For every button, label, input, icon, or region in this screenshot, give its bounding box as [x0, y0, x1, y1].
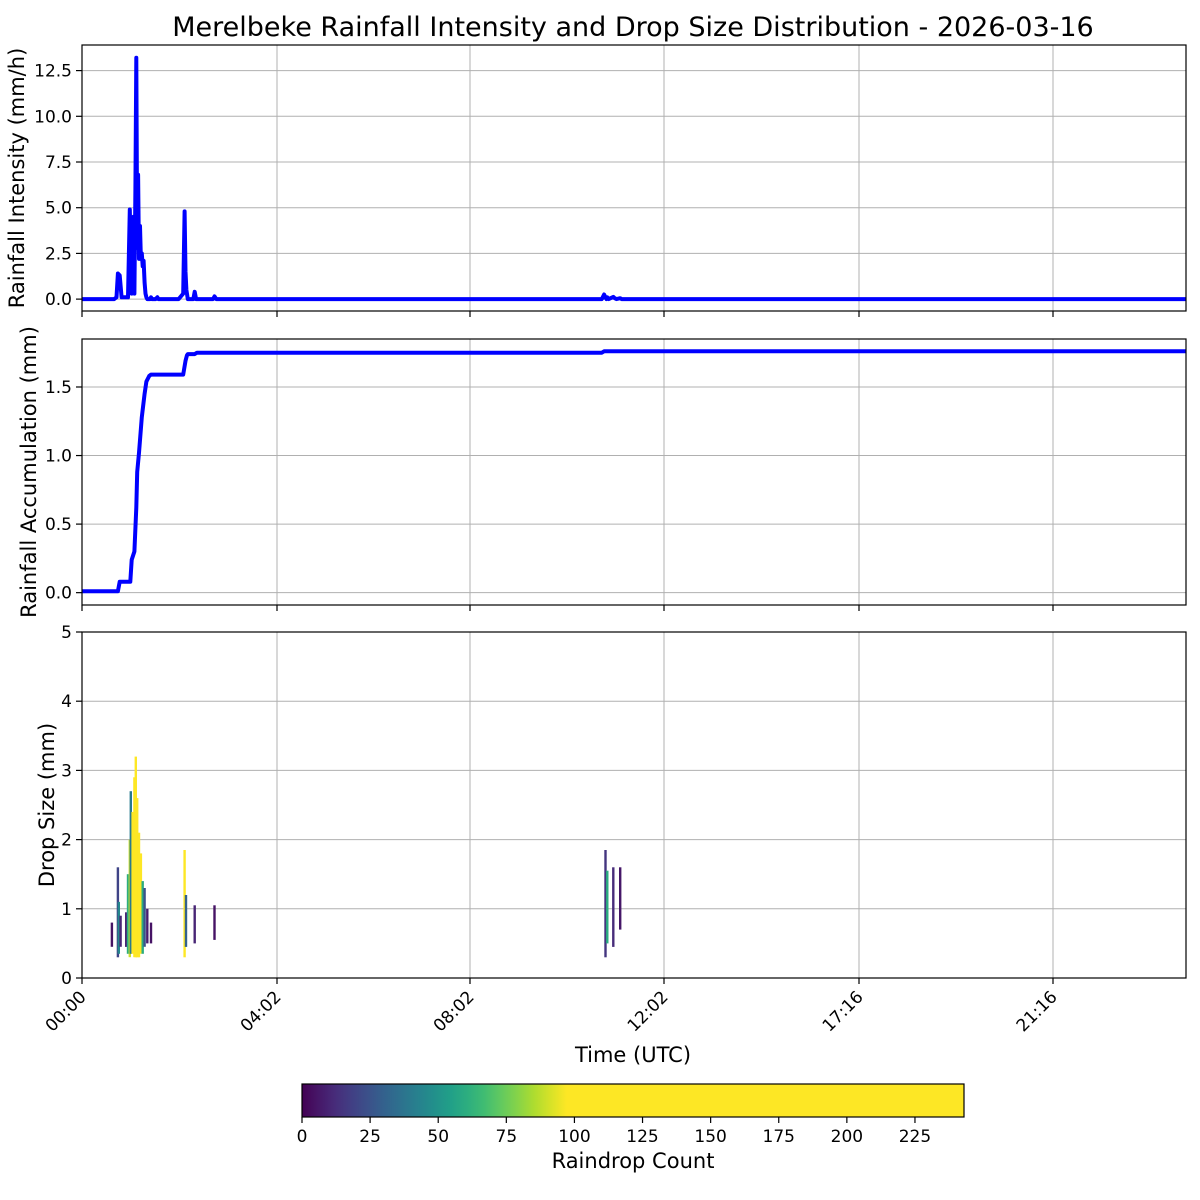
dsd-cell	[134, 756, 137, 958]
y-tick-label: 1.5	[45, 378, 72, 398]
x-tick-label: 17:16	[819, 987, 868, 1036]
dsd-cell	[126, 874, 130, 954]
y-tick-label: 1	[61, 900, 72, 920]
dsd-cell	[131, 811, 134, 954]
x-axis-label: Time (UTC)	[574, 1043, 691, 1067]
y-tick-label: 1.0	[45, 447, 72, 467]
dsd-cell	[149, 922, 153, 944]
dsd-cell	[143, 888, 146, 947]
colorbar-tick-label: 175	[763, 1127, 795, 1147]
drop-size-panel: 0 1 2 3 4 5 Drop Size (mm) 00:00 04:02 08:02 12:02…	[35, 623, 1187, 1036]
dsd-cell	[184, 895, 188, 947]
intensity-series-line	[82, 55, 1186, 302]
dsd-cell	[133, 777, 136, 958]
colorbar-tick-label: 125	[626, 1127, 658, 1147]
colorbar-tick-label: 100	[558, 1127, 590, 1147]
dsd-y-axis-label: Drop Size (mm)	[35, 723, 59, 887]
dsd-cell	[141, 881, 144, 954]
colorbar-tick-label: 200	[831, 1127, 863, 1147]
accumulation-plot-frame	[81, 338, 1187, 606]
colorbar-tick-label: 75	[496, 1127, 518, 1147]
y-tick-label: 0.0	[45, 290, 72, 310]
y-tick-label: 4	[61, 692, 72, 712]
y-tick-label: 0.5	[45, 515, 72, 535]
y-tick-label: 2	[61, 831, 72, 851]
dsd-cell	[137, 832, 141, 958]
colorbar-tick-label: 225	[899, 1127, 931, 1147]
dsd-cell	[125, 912, 128, 947]
y-tick-label: 10.0	[34, 107, 72, 127]
intensity-plot-frame	[81, 44, 1187, 312]
x-tick-label: 12:02	[624, 987, 673, 1036]
colorbar-tick-label: 25	[359, 1127, 381, 1147]
dsd-cell	[606, 870, 609, 944]
y-tick-label: 7.5	[45, 153, 72, 173]
dsd-cell	[117, 901, 120, 954]
dsd-cell	[612, 867, 615, 947]
intensity-y-axis-label: Rainfall Intensity (mm/h)	[5, 48, 29, 309]
chart-title: Merelbeke Rainfall Intensity and Drop Si…	[172, 12, 1093, 43]
y-tick-label: 5	[61, 623, 72, 643]
dsd-cell	[110, 922, 114, 947]
x-tick-label: 04:02	[237, 987, 286, 1036]
y-tick-label: 5.0	[45, 199, 72, 219]
dsd-plot-frame	[81, 631, 1187, 979]
dsd-cell	[183, 850, 186, 958]
dsd-cell	[139, 853, 143, 954]
dsd-cell	[619, 867, 622, 930]
dsd-cell	[604, 850, 607, 958]
colorbar-gradient	[301, 1083, 965, 1118]
colorbar-label: Raindrop Count	[552, 1149, 715, 1173]
y-tick-label: 0.0	[45, 584, 72, 604]
dsd-cell	[146, 908, 149, 944]
colorbar: 0 25 50 75 100 125 150 175 200 225 Raindrop Count	[297, 1083, 965, 1173]
dsd-cell	[136, 798, 139, 958]
colorbar-tick-label: 150	[694, 1127, 726, 1147]
y-tick-label: 0	[61, 969, 72, 989]
dsd-cell	[119, 915, 122, 947]
x-tick-label: 08:02	[430, 987, 479, 1036]
colorbar-tick-label: 0	[297, 1127, 308, 1147]
y-tick-label: 3	[61, 761, 72, 781]
accumulation-y-axis-label: Rainfall Accumulation (mm)	[17, 326, 41, 618]
dsd-cell	[193, 905, 196, 944]
y-tick-label: 12.5	[34, 62, 72, 82]
y-tick-label: 2.5	[45, 244, 72, 264]
colorbar-tick-label: 50	[427, 1127, 449, 1147]
accumulation-series-line	[82, 349, 1186, 594]
dsd-cell	[129, 791, 132, 954]
x-tick-label: 00:00	[42, 987, 91, 1036]
x-tick-label: 21:16	[1013, 987, 1062, 1036]
dsd-cell	[213, 905, 216, 940]
